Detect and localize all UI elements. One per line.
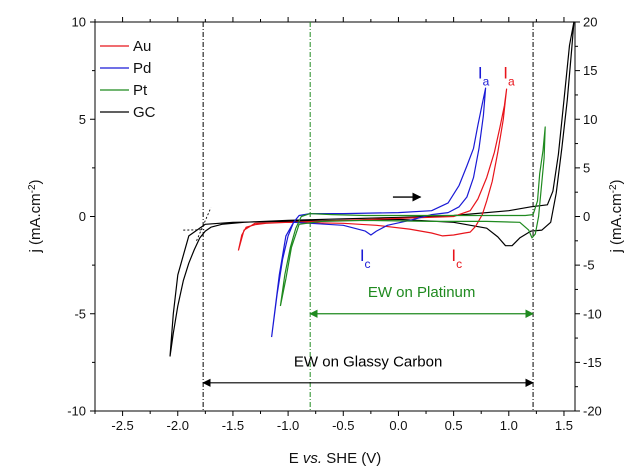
- peak-label-sub: a: [483, 74, 490, 88]
- peak-label-1: Ia: [503, 63, 515, 88]
- y-right-tick-label: -15: [583, 355, 602, 370]
- ew-label-ew-on-platinum: EW on Platinum: [368, 284, 476, 301]
- legend-label-au: Au: [133, 38, 151, 55]
- y-right-tick-label: -5: [583, 258, 595, 273]
- y-left-tick-label: 5: [79, 112, 86, 127]
- x-tick-label: -1.5: [222, 418, 244, 433]
- potential-window-lines: [202, 22, 534, 411]
- y-right-tick-label: 20: [583, 15, 597, 30]
- peak-label-0: Ia: [478, 63, 490, 88]
- peak-label-sub: c: [456, 257, 462, 271]
- y-right-tick-label: -10: [583, 306, 602, 321]
- peak-label-sub: a: [508, 74, 515, 88]
- legend-label-gc: GC: [133, 104, 156, 121]
- y-right-tick-label: 0: [583, 209, 590, 224]
- x-tick-label: 1.5: [555, 418, 573, 433]
- y-right-tick-label: 15: [583, 63, 597, 78]
- y-left-tick-label: 10: [72, 15, 86, 30]
- y-axis-left-title: j (mA.cm-2): [27, 179, 45, 253]
- peak-label-sub: c: [365, 257, 371, 271]
- y-left-tick-label: -10: [67, 404, 86, 419]
- x-tick-label: 1.0: [500, 418, 518, 433]
- x-tick-label: 0.5: [445, 418, 463, 433]
- y-right-tick-label: 10: [583, 112, 597, 127]
- legend: Au Pd Pt GC: [100, 38, 156, 121]
- x-axis-title: E vs. SHE (V): [289, 450, 382, 467]
- ew-label-ew-on-glassy-carbon: EW on Glassy Carbon: [294, 353, 442, 370]
- axes-group: -2.5 -2.0 -1.5 -1.0 -0.5 0.0 0.5 1.0 1.5 -10 -5 0 5 1…: [67, 15, 602, 434]
- peak-label-main: I: [360, 246, 365, 265]
- peak-label-2: Ic: [360, 246, 371, 271]
- x-tick-label: -0.5: [332, 418, 354, 433]
- legend-label-pt: Pt: [133, 82, 148, 99]
- x-tick-label: 0.0: [389, 418, 407, 433]
- x-tick-label: -2.0: [167, 418, 189, 433]
- y-right-tick-label: -20: [583, 404, 602, 419]
- series-au-line: [237, 88, 508, 251]
- series-group: [169, 21, 575, 357]
- y-right-tick-label: 5: [583, 160, 590, 175]
- plot-frame: [94, 21, 576, 412]
- x-tick-label: -2.5: [111, 418, 133, 433]
- legend-label-pd: Pd: [133, 60, 151, 77]
- y-axis-right-title: j (mA.cm-2): [608, 179, 626, 253]
- annotations-group: EW on Platinum EW on Glassy Carbon: [202, 192, 534, 387]
- x-tick-label: -1.0: [277, 418, 299, 433]
- peak-label-main: I: [451, 246, 456, 265]
- y-left-tick-label: -5: [74, 306, 86, 321]
- series-pt-line: [279, 126, 546, 307]
- peak-label-main: I: [478, 63, 483, 82]
- peak-label-3: Ic: [451, 246, 462, 271]
- y-left-tick-label: 0: [79, 209, 86, 224]
- tangent-lines: [183, 207, 212, 241]
- peak-label-main: I: [503, 63, 508, 82]
